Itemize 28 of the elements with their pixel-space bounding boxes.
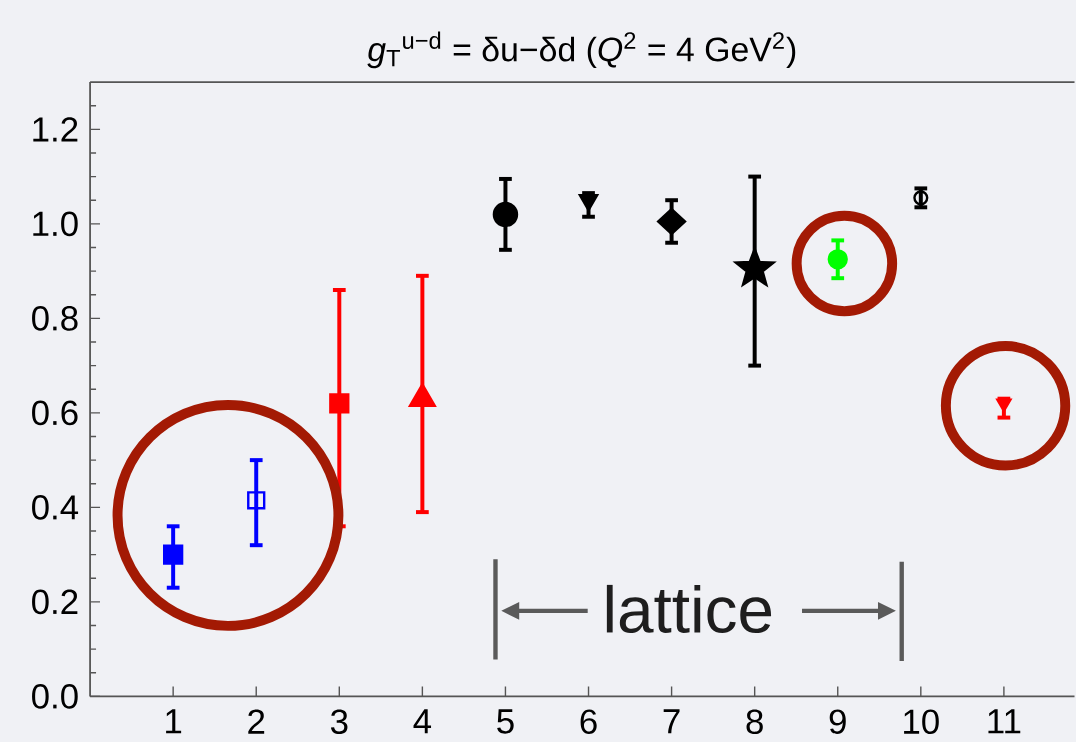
x-tick-label: 9 <box>829 709 846 734</box>
y-tick-label: 0.6 <box>32 400 78 426</box>
point <box>656 207 687 236</box>
y-tick-label: 1.0 <box>33 211 78 237</box>
point <box>827 249 848 270</box>
point <box>163 544 184 565</box>
y-tick-label: 0.2 <box>32 589 78 615</box>
x-tick-label: 3 <box>330 709 348 734</box>
x-tick-label: 5 <box>497 709 514 734</box>
x-tick-label: 2 <box>248 709 265 734</box>
point <box>492 201 519 228</box>
point <box>913 190 929 206</box>
x-tick-label: 1 <box>166 709 182 734</box>
x-tick-label: 11 <box>988 709 1021 734</box>
x-tick-label: 4 <box>413 709 432 734</box>
y-tick-label: 1.2 <box>33 117 78 142</box>
x-tick-label: 6 <box>580 709 597 734</box>
y-tick-label: 0.8 <box>32 305 78 331</box>
x-tick-label: 10 <box>904 709 939 734</box>
x-tick-label: 7 <box>663 709 680 734</box>
y-tick-label: 0.0 <box>32 684 78 709</box>
y-tick-label: 0.4 <box>32 494 79 520</box>
chart-title: g$_{T}$$^{u−d}$ = δu−δd (Q$^{2}$ = 4 GeV$^{2}$) <box>367 31 796 69</box>
point <box>247 491 266 510</box>
annotation: lattice <box>606 584 772 634</box>
point <box>732 247 777 288</box>
point <box>329 393 350 414</box>
x-tick-label: 8 <box>746 709 763 734</box>
